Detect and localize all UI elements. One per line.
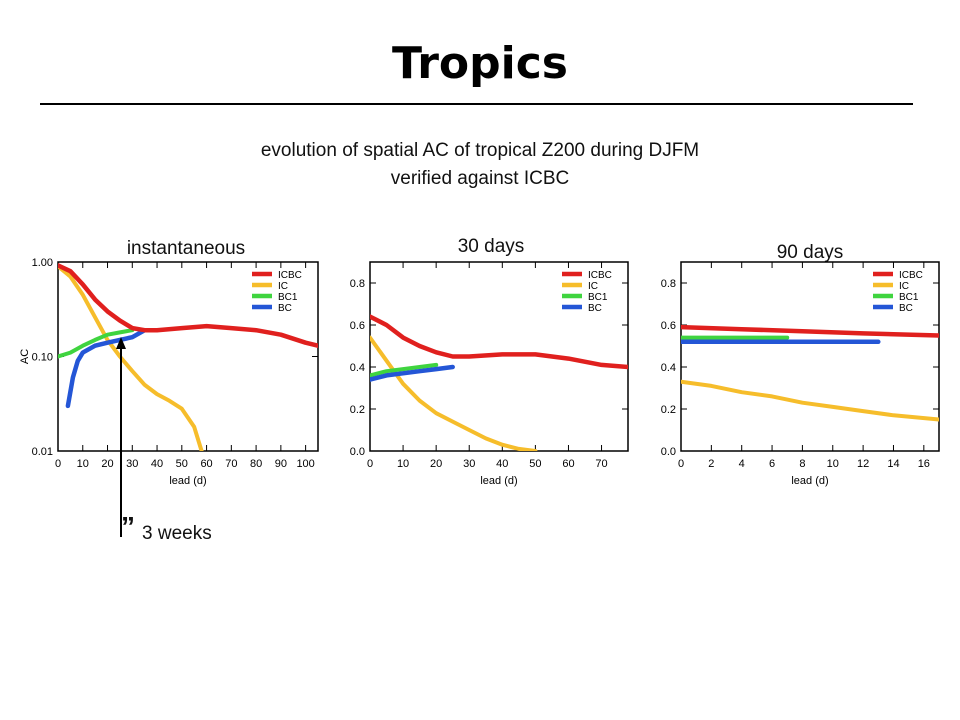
x-tick-label: 60 [200, 458, 212, 470]
x-tick-label: 50 [529, 458, 541, 470]
legend-label-bc1: BC1 [278, 292, 298, 303]
y-tick-label: 0.4 [661, 362, 676, 374]
y-tick-label: 0.2 [350, 404, 365, 416]
x-tick-label: 14 [887, 458, 899, 470]
y-tick-label: 0.6 [661, 320, 676, 332]
x-tick-label: 30 [126, 458, 138, 470]
x-tick-label: 90 [275, 458, 287, 470]
title-divider [40, 103, 913, 105]
legend-label-bc: BC [899, 303, 913, 314]
legend-label-bc: BC [588, 303, 602, 314]
x-tick-label: 4 [739, 458, 745, 470]
series-line-bc1 [58, 328, 135, 359]
x-tick-label: 12 [857, 458, 869, 470]
x-tick-label: 70 [595, 458, 607, 470]
x-tick-label: 0 [367, 458, 373, 470]
y-tick-label: 0.01 [32, 446, 53, 458]
legend-label-icbc: ICBC [278, 270, 302, 281]
series-line-icbc [370, 314, 628, 370]
series-line-icbc [58, 263, 318, 348]
x-tick-label: 20 [101, 458, 113, 470]
y-tick-label: 0.10 [32, 352, 53, 364]
series-line-bc [65, 327, 147, 409]
panel-label-90-days: 90 days [776, 242, 844, 263]
legend-label-bc1: BC1 [588, 292, 608, 303]
x-axis-label: lead (d) [791, 475, 828, 487]
x-tick-label: 30 [463, 458, 475, 470]
x-tick-label: 40 [151, 458, 163, 470]
y-tick-label: 0.2 [661, 404, 676, 416]
y-tick-label: 0.0 [661, 446, 676, 458]
legend-label-bc1: BC1 [899, 292, 919, 303]
x-tick-label: 70 [225, 458, 237, 470]
y-tick-label: 0.6 [350, 320, 365, 332]
y-tick-label: 0.0 [350, 446, 365, 458]
y-tick-label: 0.8 [350, 278, 365, 290]
legend-label-icbc: ICBC [588, 270, 612, 281]
annotation-3-weeks: 3 weeks [142, 523, 212, 544]
subtitle-line-2: verified against ICBC [390, 168, 570, 189]
series-line-ic [681, 379, 939, 422]
x-axis-label: lead (d) [480, 475, 517, 487]
series-line-bc1 [370, 362, 439, 378]
x-tick-label: 100 [296, 458, 314, 470]
x-tick-label: 8 [799, 458, 805, 470]
x-tick-label: 40 [496, 458, 508, 470]
series-line-icbc [681, 324, 939, 338]
legend-label-ic: IC [588, 281, 598, 292]
series-line-ic [58, 264, 204, 451]
x-tick-label: 80 [250, 458, 262, 470]
panel-label-instantaneous: instantaneous [126, 238, 246, 259]
y-tick-label: 1.00 [32, 257, 53, 269]
legend-label-icbc: ICBC [899, 270, 923, 281]
x-tick-label: 10 [77, 458, 89, 470]
x-tick-label: 6 [769, 458, 775, 470]
annotation-mark: ” [121, 511, 135, 542]
legend-label-bc: BC [278, 303, 292, 314]
x-tick-label: 20 [430, 458, 442, 470]
panel-label-30-days: 30 days [457, 236, 525, 257]
x-tick-label: 10 [827, 458, 839, 470]
page-title: Tropics [392, 38, 568, 89]
x-tick-label: 16 [918, 458, 930, 470]
x-tick-label: 0 [678, 458, 684, 470]
subtitle: evolution of spatial AC of tropical Z200… [0, 137, 960, 193]
x-axis-label: lead (d) [169, 475, 206, 487]
subtitle-line-1: evolution of spatial AC of tropical Z200… [260, 140, 700, 161]
x-tick-label: 50 [176, 458, 188, 470]
plot-frame [680, 261, 940, 452]
x-tick-label: 10 [397, 458, 409, 470]
legend-label-ic: IC [899, 281, 909, 292]
x-tick-label: 60 [562, 458, 574, 470]
legend-label-ic: IC [278, 281, 288, 292]
y-tick-label: 0.4 [350, 362, 365, 374]
x-tick-label: 2 [708, 458, 714, 470]
x-tick-label: 0 [55, 458, 61, 470]
series-line-bc [370, 364, 455, 382]
y-tick-label: 0.8 [661, 278, 676, 290]
y-axis-label: AC [19, 349, 31, 364]
